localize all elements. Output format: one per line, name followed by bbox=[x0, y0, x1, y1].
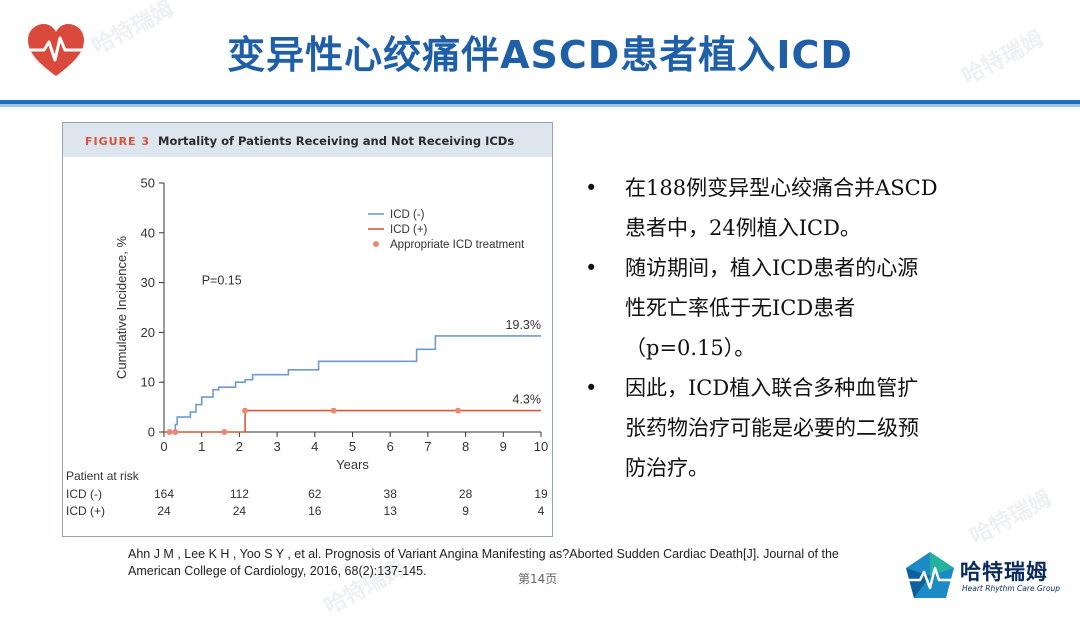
bullet-line: 张药物治疗可能是必要的二级预 bbox=[625, 416, 919, 440]
logo-text: 哈特瑞姆 bbox=[960, 560, 1048, 584]
chart-markers bbox=[166, 407, 462, 435]
at-risk-value: 112 bbox=[230, 487, 249, 501]
legend-label: Appropriate ICD treatment bbox=[390, 239, 525, 251]
y-axis-title: Cumulative Incidence, % bbox=[114, 236, 129, 380]
logo-subtitle: Heart Rhythm Care Group bbox=[962, 584, 1060, 593]
bullet-line: （p=0.15）。 bbox=[625, 336, 756, 360]
x-tick-label: 10 bbox=[534, 439, 548, 454]
bullet-line: 性死亡率低于无ICD患者 bbox=[625, 296, 856, 320]
bullet-item: • 因此，ICD植入联合多种血管扩 张药物治疗可能是必要的二级预 防治疗。 bbox=[585, 368, 1025, 488]
at-risk-value: 164 bbox=[154, 487, 174, 501]
bullet-marker: • bbox=[585, 256, 598, 280]
p-value-label: P=0.15 bbox=[202, 274, 242, 288]
series-end-label: 4.3% bbox=[513, 393, 542, 407]
bullet-marker: • bbox=[585, 376, 598, 400]
x-tick-label: 4 bbox=[311, 439, 318, 454]
x-tick-label: 2 bbox=[236, 439, 243, 454]
bullet-list: • 在188例变异型心绞痛合并ASCD 患者中，24例植入ICD。 • 随访期间… bbox=[585, 168, 1025, 488]
legend-label: ICD (-) bbox=[390, 209, 425, 221]
at-risk-value: 62 bbox=[308, 487, 322, 501]
page-number: 第14页 bbox=[518, 572, 558, 586]
km-chart: 0 10 20 30 40 50 0 1 2 3 4 5 6 7 8 9 10 Years Cumulative I… bbox=[66, 176, 548, 519]
figure-title: Mortality of Patients Receiving and Not … bbox=[158, 134, 515, 148]
x-tick-label: 7 bbox=[424, 439, 431, 454]
at-risk-value: 19 bbox=[534, 487, 548, 501]
brand-logo: 哈特瑞姆 Heart Rhythm Care Group bbox=[904, 550, 1074, 602]
x-tick-label: 1 bbox=[198, 439, 205, 454]
figure-panel: FIGURE 3 Mortality of Patients Receiving… bbox=[62, 122, 553, 537]
x-axis-title: Years bbox=[336, 457, 369, 472]
series-line bbox=[164, 335, 541, 433]
citation: Ahn J M , Lee K H , Yoo S Y , et al. Pro… bbox=[128, 546, 918, 580]
chart-axes: 0 10 20 30 40 50 0 1 2 3 4 5 6 7 8 9 10 Years Cumulative I… bbox=[114, 176, 548, 473]
bullet-line: 随访期间，植入ICD患者的心源 bbox=[625, 256, 919, 280]
icd-treatment-marker bbox=[221, 429, 228, 435]
x-tick-label: 8 bbox=[462, 439, 469, 454]
bullet-item: • 随访期间，植入ICD患者的心源 性死亡率低于无ICD患者 （p=0.15）。 bbox=[585, 248, 1025, 368]
heart-logo-icon bbox=[28, 24, 84, 76]
figure-label: FIGURE 3 bbox=[85, 135, 151, 148]
at-risk-value: 16 bbox=[308, 504, 322, 518]
at-risk-value: 24 bbox=[233, 504, 247, 518]
at-risk-row-label: ICD (+) bbox=[66, 504, 105, 518]
y-tick-label: 20 bbox=[141, 325, 155, 340]
citation-line: Ahn J M , Lee K H , Yoo S Y , et al. Pro… bbox=[128, 547, 839, 561]
figure-header: FIGURE 3 Mortality of Patients Receiving… bbox=[63, 123, 552, 157]
y-tick-label: 0 bbox=[148, 425, 155, 440]
title-divider bbox=[0, 100, 1080, 104]
at-risk-value: 9 bbox=[462, 504, 469, 518]
series-end-label: 19.3% bbox=[506, 318, 541, 332]
y-tick-label: 50 bbox=[141, 176, 155, 191]
chart-legend: ICD (-) ICD (+) Appropriate ICD treatment bbox=[368, 209, 525, 251]
x-tick-label: 3 bbox=[273, 439, 280, 454]
heart-rhythm-logo-icon bbox=[906, 552, 954, 598]
legend-marker bbox=[373, 241, 379, 247]
y-tick-label: 30 bbox=[141, 275, 155, 290]
icd-treatment-marker bbox=[330, 407, 337, 414]
at-risk-title: Patient at risk bbox=[66, 469, 140, 483]
at-risk-value: 24 bbox=[157, 504, 171, 518]
watermark: 哈特瑞姆 bbox=[966, 486, 1056, 550]
at-risk-value: 4 bbox=[538, 504, 545, 518]
y-tick-label: 10 bbox=[141, 375, 155, 390]
at-risk-value: 28 bbox=[459, 487, 473, 501]
bullet-marker: • bbox=[585, 176, 598, 200]
at-risk-value: 38 bbox=[384, 487, 398, 501]
legend-label: ICD (+) bbox=[390, 224, 428, 236]
bullet-line: 因此，ICD植入联合多种血管扩 bbox=[625, 376, 919, 400]
x-tick-label: 5 bbox=[349, 439, 356, 454]
y-tick-label: 40 bbox=[141, 225, 155, 240]
chart-labels: 19.3% 4.3% P=0.15 bbox=[202, 274, 541, 407]
slide-title: 变异性心绞痛伴ASCD患者植入ICD bbox=[227, 33, 853, 77]
icd-treatment-marker bbox=[242, 407, 249, 414]
bullet-line: 在188例变异型心绞痛合并ASCD bbox=[625, 176, 938, 200]
at-risk-value: 13 bbox=[384, 504, 398, 518]
x-tick-label: 0 bbox=[160, 439, 167, 454]
title-divider-light bbox=[0, 104, 1080, 107]
bullet-line: 患者中，24例植入ICD。 bbox=[625, 216, 861, 240]
icd-treatment-marker bbox=[166, 429, 173, 435]
bullet-line: 防治疗。 bbox=[625, 456, 709, 480]
x-tick-label: 6 bbox=[387, 439, 394, 454]
icd-treatment-marker bbox=[172, 429, 179, 435]
at-risk-row-label: ICD (-) bbox=[66, 487, 102, 501]
bullet-item: • 在188例变异型心绞痛合并ASCD 患者中，24例植入ICD。 bbox=[585, 168, 1025, 248]
citation-line: American College of Cardiology, 2016, 68… bbox=[128, 564, 427, 578]
x-tick-label: 9 bbox=[500, 439, 507, 454]
icd-treatment-marker bbox=[455, 407, 462, 414]
chart-lines bbox=[164, 335, 541, 433]
series-line bbox=[164, 409, 541, 433]
